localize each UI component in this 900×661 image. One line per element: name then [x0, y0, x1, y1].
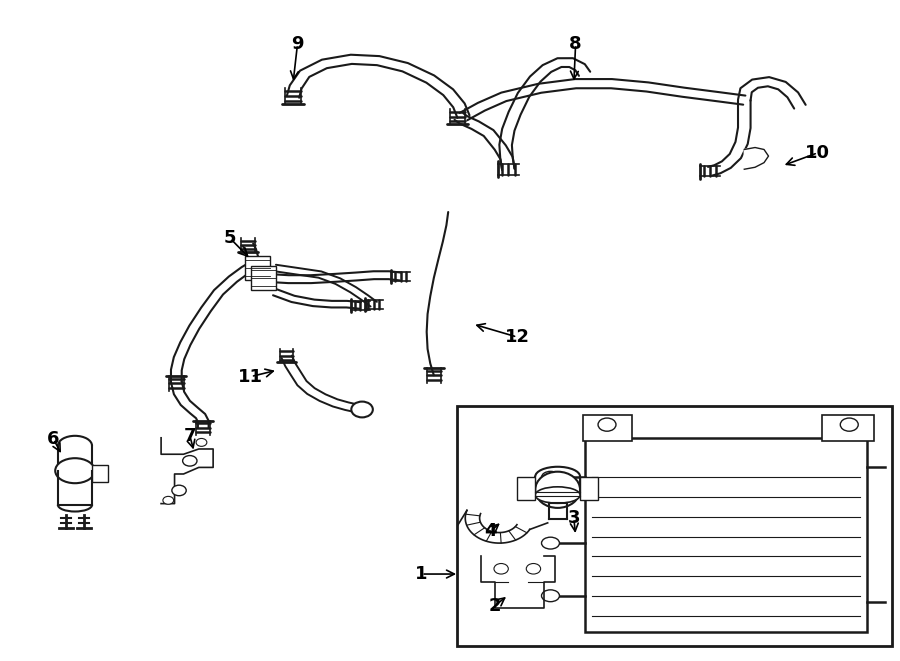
- Bar: [245, 256, 270, 280]
- Text: 6: 6: [47, 430, 59, 448]
- Circle shape: [351, 402, 373, 417]
- Circle shape: [172, 485, 186, 496]
- Circle shape: [841, 418, 859, 431]
- Text: 5: 5: [224, 229, 237, 247]
- Bar: [251, 266, 276, 290]
- Bar: [580, 477, 598, 500]
- Bar: [457, 407, 892, 646]
- Text: 9: 9: [292, 35, 303, 53]
- Bar: [585, 438, 868, 632]
- Text: 8: 8: [570, 35, 582, 53]
- Ellipse shape: [536, 487, 580, 503]
- Ellipse shape: [542, 471, 560, 483]
- Bar: [518, 477, 536, 500]
- Text: 12: 12: [505, 328, 530, 346]
- Text: 10: 10: [806, 144, 831, 162]
- Polygon shape: [161, 438, 213, 504]
- Text: 2: 2: [489, 597, 501, 615]
- Text: 7: 7: [184, 427, 196, 445]
- Circle shape: [163, 496, 174, 504]
- Circle shape: [196, 438, 207, 446]
- Circle shape: [526, 564, 541, 574]
- Text: 1: 1: [415, 565, 428, 583]
- Text: 11: 11: [238, 368, 264, 385]
- Circle shape: [598, 418, 616, 431]
- Text: 3: 3: [568, 509, 580, 527]
- Polygon shape: [482, 556, 555, 608]
- Polygon shape: [744, 147, 769, 169]
- Circle shape: [494, 564, 508, 574]
- Ellipse shape: [542, 590, 560, 602]
- Text: 4: 4: [484, 522, 497, 540]
- Ellipse shape: [536, 472, 580, 508]
- Polygon shape: [465, 510, 530, 543]
- Bar: [583, 414, 632, 441]
- Circle shape: [183, 455, 197, 466]
- Ellipse shape: [542, 537, 560, 549]
- Bar: [92, 465, 108, 482]
- Ellipse shape: [55, 458, 94, 483]
- Bar: [823, 414, 875, 441]
